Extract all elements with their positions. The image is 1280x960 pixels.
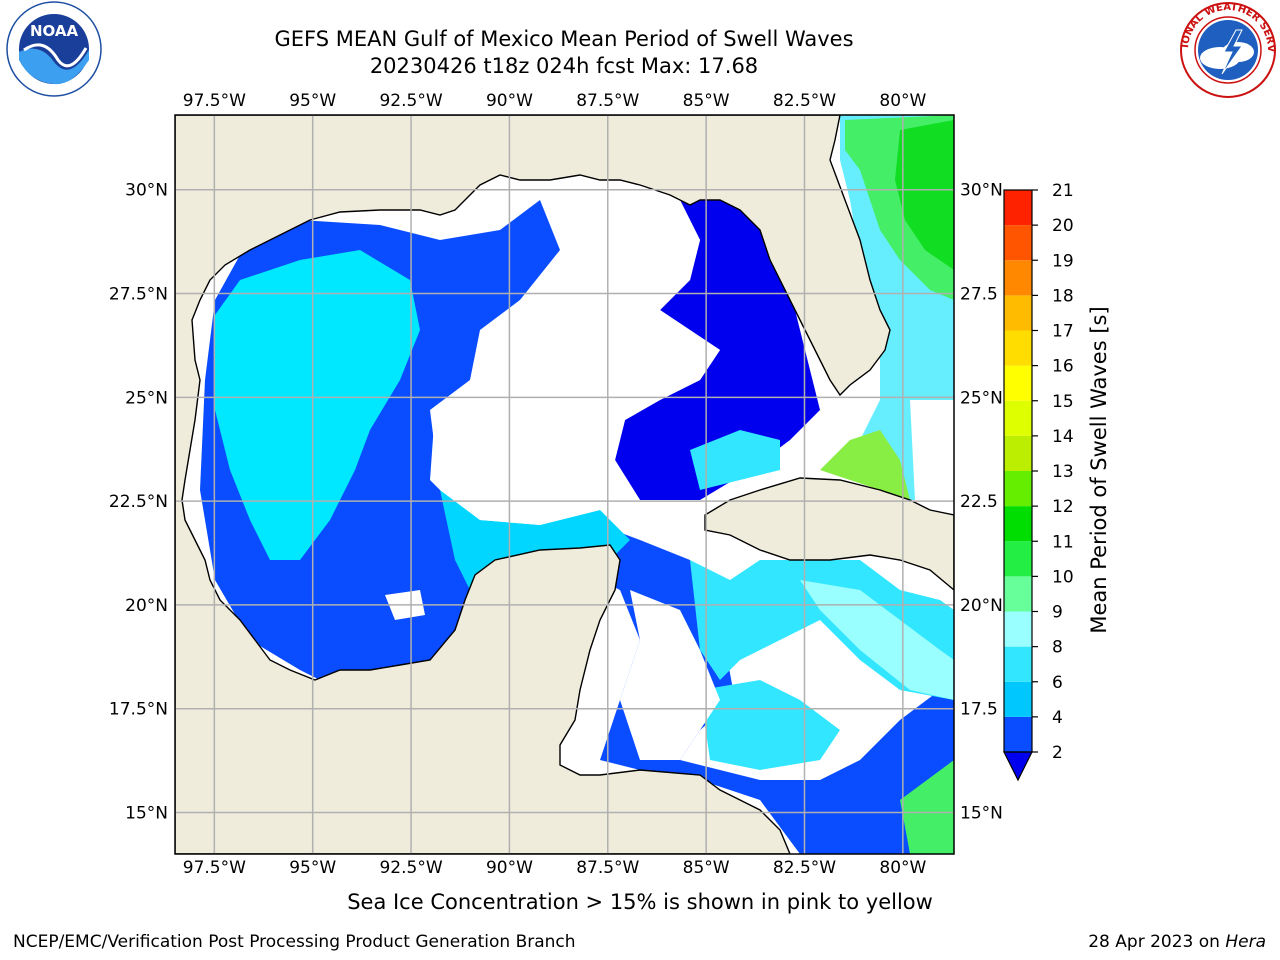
y-tick-label-right: 30°N <box>960 181 1003 201</box>
colorbar-tick-label: 11 <box>1052 532 1074 552</box>
y-tick-label-left: 27.5°N <box>109 285 168 305</box>
colorbar-tick-label: 12 <box>1052 497 1074 517</box>
x-tick-label-top: 82.5°W <box>773 91 836 111</box>
colorbar-tick-label: 18 <box>1052 286 1074 306</box>
nws-logo: NATIONAL WEATHER SERVICE <box>1176 0 1276 98</box>
swell-region-bahamas-green <box>820 430 910 500</box>
colorbar-swatch <box>1004 471 1032 507</box>
colorbar: 2 4 6 8 9 10 11 12 13 14 15 16 17 18 19 20 21 <box>1003 181 1074 782</box>
y-tick-label-left: 17.5°N <box>109 700 168 720</box>
colorbar-swatch <box>1004 190 1032 226</box>
x-tick-label-top: 87.5°W <box>576 91 639 111</box>
colorbar-swatch <box>1004 541 1032 577</box>
x-tick-label-bottom: 80°W <box>879 858 926 878</box>
x-tick-label-top: 85°W <box>683 91 730 111</box>
colorbar-swatch <box>1004 225 1032 261</box>
land <box>175 115 954 854</box>
colorbar-swatch <box>1004 295 1032 331</box>
colorbar-tick-label: 10 <box>1052 567 1074 587</box>
x-tick-label-bottom: 92.5°W <box>379 858 442 878</box>
x-tick-label-top: 90°W <box>486 91 533 111</box>
date-text: 28 Apr 2023 on Hera <box>1088 932 1266 952</box>
map-plot-area <box>175 115 954 854</box>
swell-region-caribbean-light <box>800 580 954 700</box>
y-tick-label-right: 25°N <box>960 388 1003 408</box>
y-tick-label-right: 15°N <box>960 803 1003 823</box>
colorbar-swatch <box>1004 330 1032 366</box>
colorbar-swatch <box>1004 716 1032 752</box>
colorbar-swatch <box>1004 506 1032 542</box>
map-ticks: 97.5°W 97.5°W 95°W 95°W 92.5°W 92.5°W 90°W 90°W… <box>109 91 1003 878</box>
colorbar-extend-arrow <box>1003 751 1033 782</box>
colorbar-tick-label: 21 <box>1052 181 1074 201</box>
machine-name: Hera <box>1225 932 1266 952</box>
calm-region-east-coast <box>910 400 954 500</box>
x-tick-label-bottom: 95°W <box>289 858 336 878</box>
colorbar-swatch <box>1004 435 1032 471</box>
colorbar-tick-label: 4 <box>1052 708 1063 728</box>
land-cuba <box>704 477 954 591</box>
noaa-logo-text: NOAA <box>30 22 79 40</box>
x-tick-label-top: 97.5°W <box>183 91 246 111</box>
chart-subtitle: 20230426 t18z 024h fcst Max: 17.68 <box>369 54 759 78</box>
y-tick-label-left: 20°N <box>125 596 168 616</box>
y-tick-label-right: 27.5 <box>960 285 998 305</box>
map-frame <box>174 114 955 855</box>
calm-region-center <box>430 200 720 525</box>
swell-region-cyan-west <box>215 250 420 560</box>
x-tick-label-bottom: 85°W <box>683 858 730 878</box>
y-tick-label-right: 22.5 <box>960 492 998 512</box>
colorbar-swatch <box>1004 611 1032 647</box>
y-tick-label-left: 25°N <box>125 388 168 408</box>
x-tick-label-top: 80°W <box>879 91 926 111</box>
graticule <box>175 115 954 854</box>
colorbar-tick-label: 16 <box>1052 357 1074 377</box>
date-value: 28 Apr 2023 on <box>1088 932 1220 952</box>
y-tick-label-right: 17.5 <box>960 700 998 720</box>
credit-text: NCEP/EMC/Verification Post Processing Pr… <box>13 932 576 952</box>
noaa-logo: NOAA <box>6 1 102 97</box>
swell-region-carib-se-green <box>900 760 954 854</box>
colorbar-swatch <box>1004 260 1032 296</box>
colorbar-swatch <box>1004 681 1032 717</box>
y-tick-label-left: 30°N <box>125 181 168 201</box>
land-north-america <box>175 115 891 854</box>
colorbar-swatch <box>1004 400 1032 436</box>
colorbar-tick-label: 13 <box>1052 462 1074 482</box>
swell-region-atlantic-bright-green <box>895 120 954 270</box>
x-tick-label-bottom: 90°W <box>486 858 533 878</box>
colorbar-tick-label: 6 <box>1052 673 1063 693</box>
swell-region-deep-east <box>615 200 820 500</box>
sea-ice-note: Sea Ice Concentration > 15% is shown in … <box>347 890 933 914</box>
colorbar-tick-label: 2 <box>1052 743 1063 763</box>
swell-region-cyan-east <box>690 430 780 490</box>
calm-region-south <box>620 590 720 760</box>
colorbar-tick-label: 20 <box>1052 216 1074 236</box>
colorbar-swatch <box>1004 576 1032 612</box>
chart-title: GEFS MEAN Gulf of Mexico Mean Period of … <box>274 27 854 51</box>
x-tick-label-bottom: 82.5°W <box>773 858 836 878</box>
x-tick-label-bottom: 87.5°W <box>576 858 639 878</box>
colorbar-tick-label: 8 <box>1052 638 1063 658</box>
colorbar-swatch <box>1004 646 1032 682</box>
y-tick-label-left: 22.5°N <box>109 492 168 512</box>
colorbar-tick-label: 19 <box>1052 251 1074 271</box>
x-tick-label-top: 95°W <box>289 91 336 111</box>
calm-region-carib <box>800 640 860 700</box>
y-tick-label-left: 15°N <box>125 803 168 823</box>
colorbar-tick-label: 14 <box>1052 427 1074 447</box>
y-tick-label-right: 20°N <box>960 596 1003 616</box>
colorbar-tick-label: 17 <box>1052 322 1074 342</box>
x-tick-label-top: 92.5°W <box>379 91 442 111</box>
colorbar-tick-label: 9 <box>1052 603 1063 623</box>
x-tick-label-bottom: 97.5°W <box>183 858 246 878</box>
colorbar-label: Mean Period of Swell Waves [s] <box>1087 306 1111 633</box>
colorbar-swatch <box>1004 365 1032 401</box>
colorbar-tick-label: 15 <box>1052 392 1074 412</box>
